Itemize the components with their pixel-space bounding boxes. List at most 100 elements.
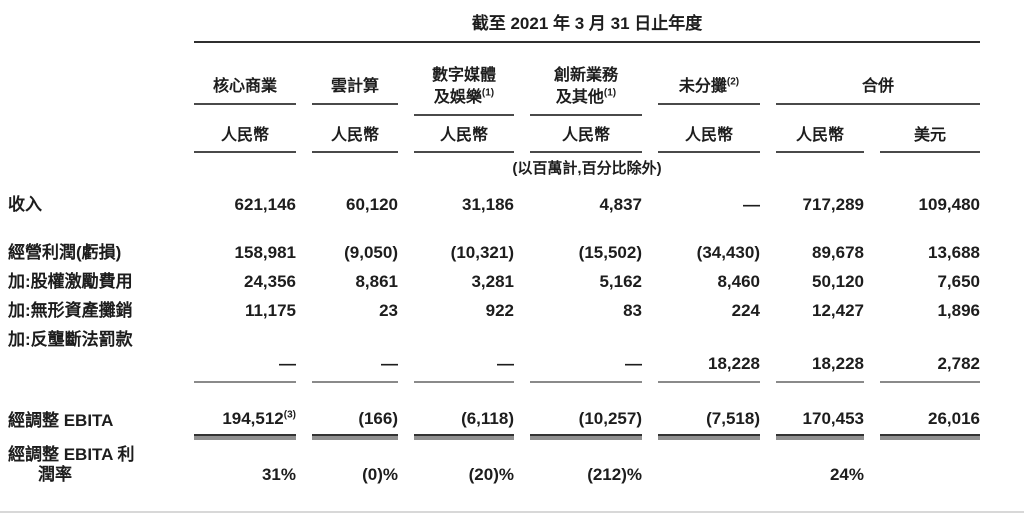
footnote-marker: (1)	[481, 87, 495, 99]
col-header-label: 雲計算	[330, 78, 379, 95]
value-cell: (166)	[312, 383, 398, 440]
value-cell: —	[743, 195, 760, 214]
value-cell: (212)%	[587, 465, 642, 484]
unit-note: (以百萬計,百分比除外)	[512, 160, 662, 177]
value-cell: (15,502)	[578, 243, 642, 262]
value-cell: 11,175	[244, 301, 296, 320]
value-cell: 50,120	[812, 272, 864, 291]
value-cell: 31%	[261, 465, 296, 484]
unit-note-row: (以百萬計,百分比除外)	[8, 153, 980, 181]
value-cell: (7,518)	[658, 383, 760, 440]
value-cell: 170,453	[776, 383, 864, 440]
spacer-cell	[8, 116, 178, 153]
spacer-cell	[8, 350, 178, 383]
currency-rmb: 人民幣	[658, 116, 760, 153]
value-cell: (6,118)	[414, 383, 514, 440]
value-cell: 717,289	[802, 195, 864, 214]
col-header-label: 數字媒體	[431, 67, 496, 84]
footnote-marker: (2)	[726, 76, 740, 88]
value-cell: 18,228	[776, 350, 864, 383]
value-cell: (10,321)	[450, 243, 514, 262]
financial-report-page: 截至 2021 年 3 月 31 日止年度 核心商業 雲計算 數字媒體 及娛樂(…	[0, 4, 1024, 523]
value-cell: 18,228	[658, 350, 760, 383]
row-amortization: 加:無形資產攤銷 11,175 23 922 83 224 12,427 1,8…	[8, 292, 980, 321]
value-cell: —	[530, 350, 642, 383]
spacer-cell	[8, 4, 178, 43]
currency-rmb: 人民幣	[776, 116, 864, 153]
value-cell: —	[194, 350, 296, 383]
spacer-cell	[8, 43, 178, 116]
col-header-label: 及其他	[555, 89, 604, 106]
row-label: 經調整 EBITA	[8, 411, 114, 430]
footnote-marker: (3)	[283, 409, 296, 421]
page-divider	[0, 511, 1024, 513]
row-anti-monopoly-fine-label: 加:反壟斷法罰款	[8, 321, 980, 350]
value-cell: 8,460	[717, 272, 760, 291]
col-header-digital-media-entertainment: 數字媒體 及娛樂(1)	[414, 43, 514, 116]
value-cell: 60,120	[346, 195, 398, 214]
value-cell: 89,678	[812, 243, 864, 262]
row-anti-monopoly-fine-values: — — — — 18,228 18,228 2,782	[8, 350, 980, 383]
value-cell: 5,162	[599, 272, 642, 291]
row-adjusted-ebita: 經調整 EBITA 194,512(3) (166) (6,118) (10,2…	[8, 383, 980, 440]
value-cell: (0)%	[362, 465, 398, 484]
value-cell: 224	[731, 301, 760, 320]
currency-rmb: 人民幣	[530, 116, 642, 153]
currency-rmb: 人民幣	[312, 116, 398, 153]
col-header-label: 及娛樂	[433, 89, 482, 106]
currency-rmb: 人民幣	[414, 116, 514, 153]
title-row: 截至 2021 年 3 月 31 日止年度	[8, 4, 980, 43]
value-cell: 24%	[829, 465, 864, 484]
value-cell: 7,650	[937, 272, 980, 291]
value-cell: (34,430)	[696, 243, 760, 262]
value-cell: 26,016	[880, 383, 980, 440]
col-header-label: 未分攤	[678, 78, 727, 95]
row-label-line1: 經調整 EBITA 利	[8, 445, 135, 464]
value-cell: 109,480	[918, 195, 980, 214]
col-header-label: 核心商業	[212, 78, 277, 95]
value-cell: 13,688	[928, 243, 980, 262]
footnote-marker: (1)	[603, 87, 617, 99]
value-cell: 2,782	[880, 350, 980, 383]
value-cell: 31,186	[462, 195, 514, 214]
value-cell: 3,281	[471, 272, 514, 291]
value-cell: 922	[485, 301, 514, 320]
col-header-unallocated: 未分攤(2)	[658, 43, 760, 116]
value-text: 194,512	[222, 409, 284, 428]
value-cell: 4,837	[599, 195, 642, 214]
currency-rmb: 人民幣	[194, 116, 296, 153]
currency-usd: 美元	[880, 116, 980, 153]
col-header-consolidated: 合併	[776, 43, 980, 116]
segment-header-row: 核心商業 雲計算 數字媒體 及娛樂(1) 創新業務 及其他(1) 未分攤(2)	[8, 43, 980, 116]
value-cell: 1,896	[937, 301, 980, 320]
value-cell	[880, 436, 980, 485]
spacer-cell	[8, 153, 178, 181]
row-label: 加:股權激勵費用	[8, 272, 133, 291]
value-cell: —	[312, 350, 398, 383]
value-cell: 621,146	[234, 195, 296, 214]
col-header-label: 合併	[861, 78, 894, 95]
period-title: 截至 2021 年 3 月 31 日止年度	[194, 4, 980, 43]
row-label-line2: 潤率	[38, 465, 72, 484]
row-label: 收入	[8, 195, 42, 214]
value-cell: 23	[379, 301, 398, 320]
row-label: 經調整 EBITA 利 潤率	[8, 436, 178, 485]
row-adjusted-ebita-margin: 經調整 EBITA 利 潤率 31% (0)% (20)% (212)% 24%	[8, 436, 980, 485]
value-cell: 12,427	[812, 301, 864, 320]
row-label: 加:反壟斷法罰款	[8, 330, 133, 349]
row-label: 經營利潤(虧損)	[8, 243, 122, 262]
value-cell: 83	[623, 301, 642, 320]
col-header-innovation-others: 創新業務 及其他(1)	[530, 43, 642, 116]
value-cell: 24,356	[244, 272, 296, 291]
value-cell: 158,981	[234, 243, 296, 262]
row-label: 加:無形資產攤銷	[8, 301, 133, 320]
value-cell: —	[414, 350, 514, 383]
value-cell: 194,512(3)	[194, 383, 296, 440]
currency-header-row: 人民幣 人民幣 人民幣 人民幣 人民幣 人民幣 美元	[8, 116, 980, 153]
spacer-cell	[194, 321, 980, 350]
value-cell	[658, 436, 760, 485]
value-cell: (20)%	[468, 465, 514, 484]
value-cell: (9,050)	[344, 243, 398, 262]
value-cell: 8,861	[355, 272, 398, 291]
row-revenue: 收入 621,146 60,120 31,186 4,837 — 717,289…	[8, 181, 980, 217]
